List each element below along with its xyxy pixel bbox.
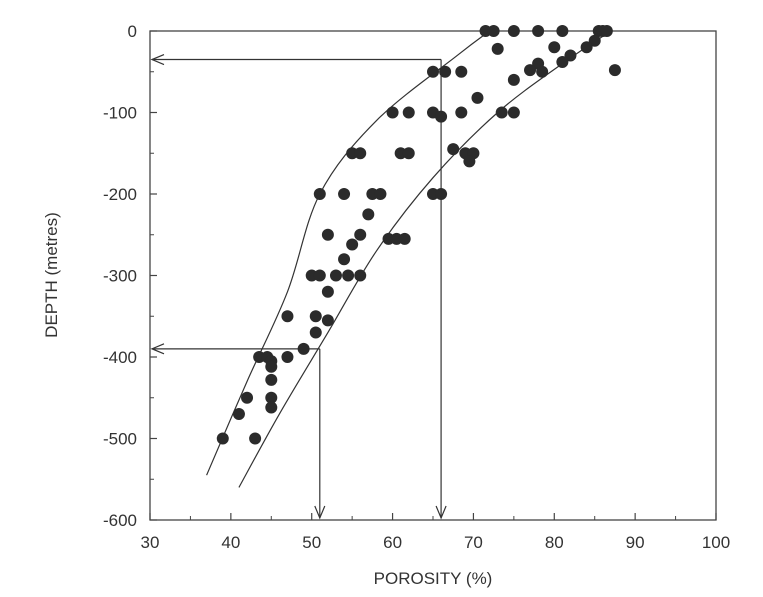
data-point [507,73,520,86]
data-point [548,41,561,54]
data-point [447,143,460,156]
data-point [362,208,375,221]
data-point [439,65,452,78]
data-point [455,106,468,119]
data-point [354,269,367,282]
envelope-curves [206,30,612,488]
data-point [338,253,351,266]
data-point [402,106,415,119]
arrow-head [150,53,165,66]
data-point [588,34,601,47]
axis-ticks [149,30,717,521]
data-point [398,232,411,245]
data-point [608,64,621,77]
data-point [536,65,549,78]
x-tick-label: 70 [464,533,483,552]
data-point [495,106,508,119]
y-tick-label: -200 [103,185,137,204]
data-point [342,269,355,282]
data-point [507,106,520,119]
data-point [281,310,294,323]
data-point [402,147,415,160]
y-tick-label: -400 [103,348,137,367]
data-point [455,65,468,78]
y-tick-label: -600 [103,511,137,530]
data-point [354,147,367,160]
y-axis-title: DEPTH (metres) [42,212,61,338]
data-point [354,228,367,241]
data-point [435,188,448,200]
arrow-head [314,505,326,520]
data-point [321,228,334,241]
x-tick-label: 40 [221,533,240,552]
data-point [281,351,294,363]
data-point [580,41,593,54]
data-point [313,269,326,282]
data-point [556,25,569,37]
data-point [524,64,537,77]
plot-frame [149,30,717,521]
data-point [338,188,351,200]
data-point [600,25,613,37]
data-point [309,310,322,323]
axis-tick-labels: 30 40 50 60 70 80 90 100 0 -100 -200 -300 -400 -500 -6… [103,22,730,552]
x-tick-label: 80 [545,533,564,552]
data-point [471,91,484,104]
envelope-curve [238,30,612,488]
data-point [491,42,504,55]
data-point [232,408,245,421]
x-tick-label: 30 [141,533,160,552]
data-point [321,285,334,298]
y-tick-label: -500 [103,430,137,449]
data-point [386,106,399,119]
y-tick-label: 0 [128,22,137,41]
data-point [265,391,278,404]
data-point [374,188,387,200]
y-tick-label: -300 [103,267,137,286]
x-tick-label: 90 [626,533,645,552]
arrow-head [150,343,165,355]
data-point [265,401,278,414]
data-point [564,49,577,62]
data-point [309,326,322,339]
data-point [249,432,262,445]
data-point [346,238,359,251]
data-point [487,25,500,37]
x-tick-label: 50 [302,533,321,552]
data-point [265,360,278,373]
data-point [265,373,278,386]
data-point [435,110,448,123]
data-point [297,342,310,355]
data-point [216,432,229,445]
y-tick-label: -100 [103,104,137,123]
data-point [427,65,439,78]
arrow-head [435,505,447,520]
envelope-curve [206,30,490,476]
data-point [532,25,545,37]
x-axis-title: POROSITY (%) [374,569,493,588]
data-point [463,155,476,168]
x-tick-label: 100 [702,533,730,552]
data-point [329,269,342,282]
data-point [313,188,326,200]
x-tick-label: 60 [383,533,402,552]
data-point [241,391,254,404]
data-points [216,25,621,445]
data-point [556,55,569,68]
data-point [507,25,520,37]
guide-arrows [150,53,447,520]
data-point [321,314,334,327]
